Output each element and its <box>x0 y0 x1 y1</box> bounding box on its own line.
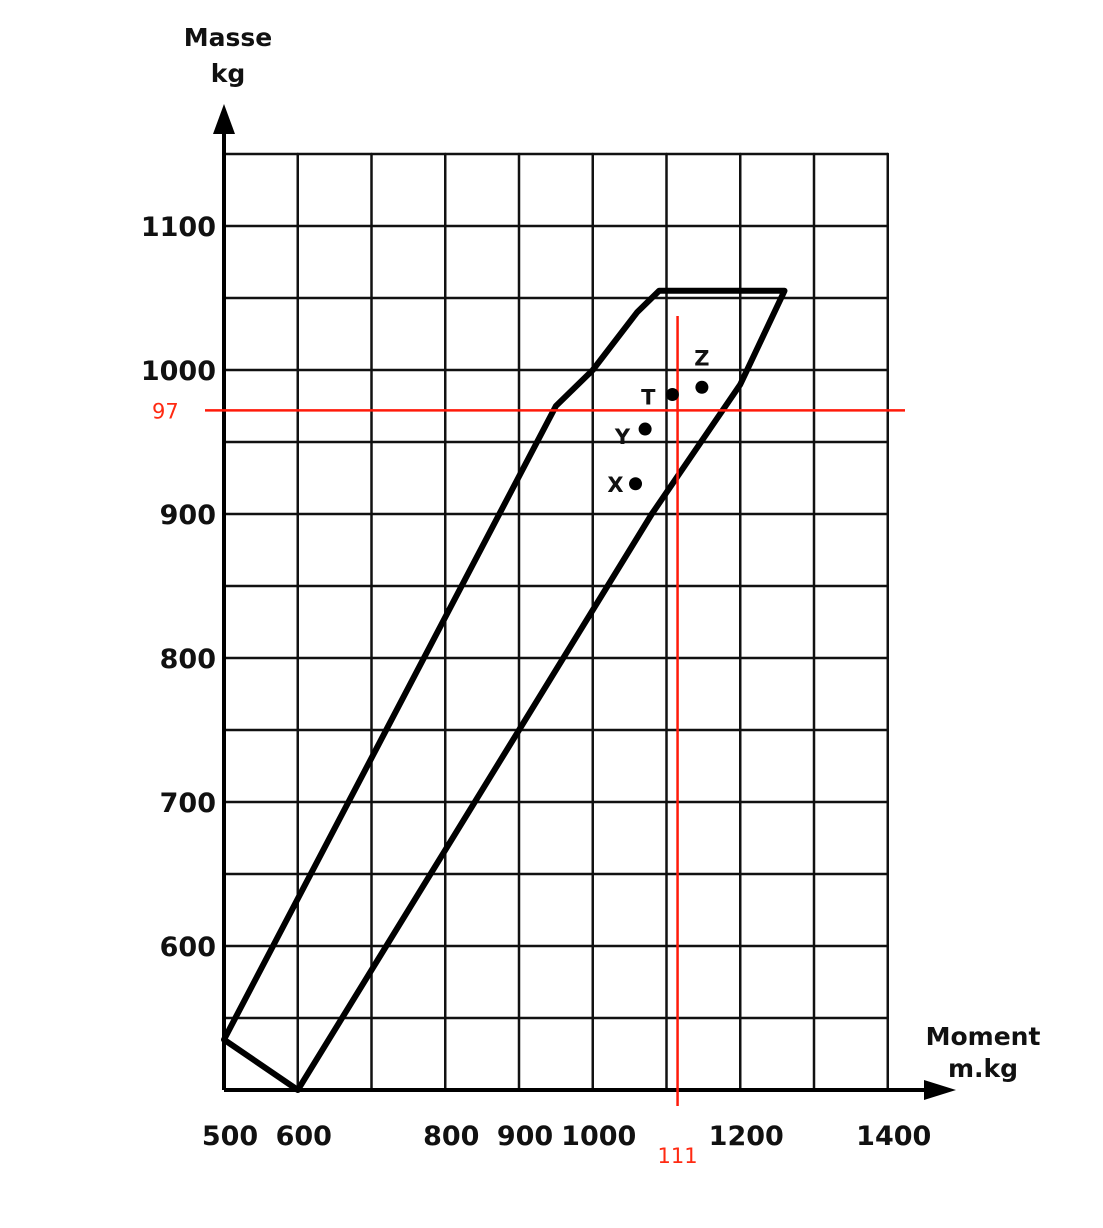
y-tick-label: 800 <box>160 644 216 675</box>
x-tick-label: 1400 <box>856 1121 931 1152</box>
y-axis-title-line-2: kg <box>211 59 246 88</box>
grid <box>222 152 889 1092</box>
envelope-layer <box>221 287 788 1093</box>
x-tick-label: 1000 <box>561 1121 636 1152</box>
x-tick-label: 800 <box>423 1121 479 1152</box>
x-axis-title-line-2: m.kg <box>948 1054 1018 1083</box>
tick-labels: 500 600 800 900 1000 1200 1400 600 700 800 900 1000… <box>141 212 931 1152</box>
point-y <box>638 422 652 436</box>
reference-label-horizontal: 97 <box>152 399 179 423</box>
x-tick-label: 600 <box>276 1121 332 1152</box>
y-axis-title-line-1: Masse <box>184 23 272 52</box>
x-tick-label: 500 <box>202 1121 258 1152</box>
x-tick-label: 900 <box>497 1121 553 1152</box>
reference-label-vertical: 111 <box>658 1144 698 1168</box>
y-tick-label: 1100 <box>141 212 216 243</box>
x-axis-arrow <box>924 1080 956 1100</box>
x-axis-title-line-1: Moment <box>926 1022 1041 1051</box>
y-tick-label: 1000 <box>141 356 216 387</box>
reference-lines: 97 111 <box>152 316 905 1168</box>
point-t <box>665 387 679 401</box>
data-points: Z TYX <box>607 346 709 496</box>
y-tick-label: 900 <box>160 500 216 531</box>
x-tick-label: 1200 <box>709 1121 784 1152</box>
point-label-x: X <box>607 473 623 497</box>
point-label-y: Y <box>614 425 631 449</box>
y-tick-label: 700 <box>160 788 216 819</box>
point-label-t: T <box>641 385 656 409</box>
y-axis-arrow <box>213 104 235 134</box>
point-z <box>695 380 709 394</box>
point-x <box>629 477 643 491</box>
cg-envelope <box>221 287 788 1093</box>
point-label-z: Z <box>694 346 709 370</box>
y-tick-label: 600 <box>160 932 216 963</box>
